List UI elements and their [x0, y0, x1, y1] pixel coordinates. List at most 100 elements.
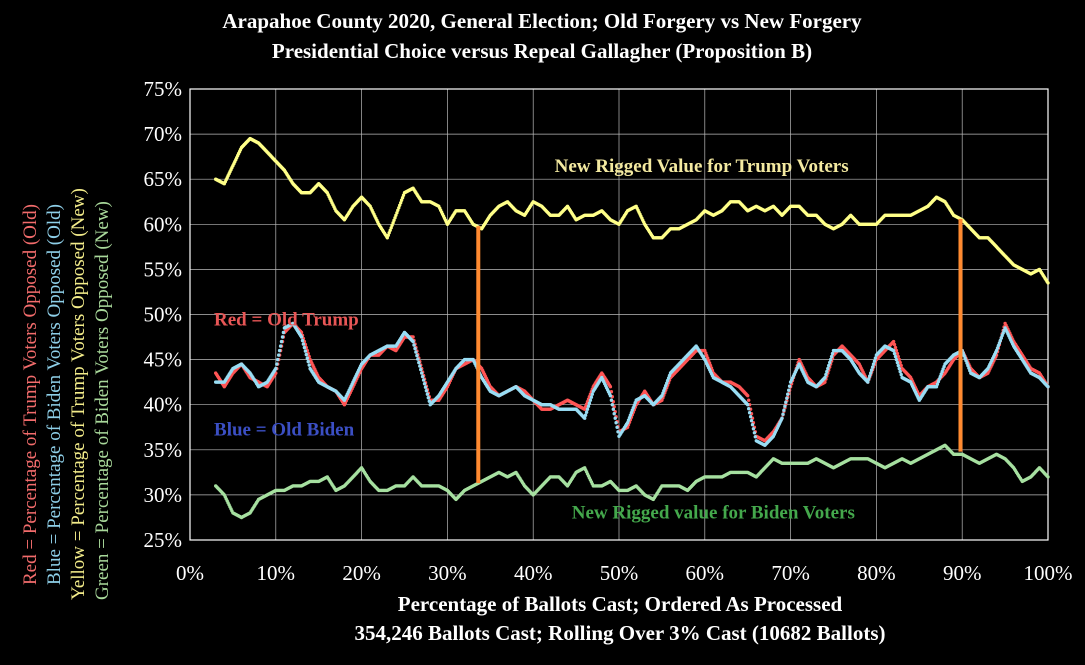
data-point-blue [616, 430, 620, 434]
data-point-blue [747, 411, 752, 415]
data-point-blue [869, 371, 873, 375]
data-point-blue [1046, 385, 1050, 389]
data-point-red [898, 360, 902, 365]
plot-frame [189, 88, 1049, 541]
data-point-blue [899, 372, 903, 377]
series-blue [214, 321, 1050, 447]
data-point-red [896, 354, 900, 359]
y-label-red: Red = Percentage of Trump Voters Opposed… [20, 204, 41, 585]
data-point-blue [750, 423, 755, 427]
y-axis-ticks: 25% 30% 35% 40% 45% 50% 55% 60% 65% 70% 75% [144, 77, 183, 552]
data-point-blue [830, 351, 835, 356]
data-point-blue [873, 356, 878, 360]
series-green [214, 443, 1050, 520]
data-point-blue [299, 335, 304, 339]
data-point-blue [868, 374, 872, 378]
data-point-blue [867, 377, 871, 381]
y-tick-label: 55% [144, 257, 183, 281]
y-tick-label: 25% [144, 528, 183, 552]
data-point-blue [781, 412, 785, 416]
series-yellow [214, 136, 1050, 285]
data-point-blue [898, 369, 902, 374]
y-label-yellow: Yellow = Percentage of Trump Voters Oppo… [68, 188, 89, 600]
data-point-blue [421, 378, 426, 382]
y-label-blue: Blue = Percentage of Biden Voters Oppose… [44, 204, 65, 585]
x-tick-label: 90% [943, 561, 982, 585]
data-point-blue [826, 366, 830, 371]
x-tick-label: 60% [686, 561, 725, 585]
data-point-blue [583, 413, 588, 417]
data-point-blue [608, 394, 613, 398]
data-point-blue [583, 416, 587, 420]
data-point-blue [411, 339, 415, 344]
data-point-blue [823, 375, 827, 380]
data-point-blue [416, 357, 420, 361]
annotation: Blue = Old Biden [214, 419, 355, 440]
data-point-blue [824, 372, 828, 377]
data-point-blue [587, 401, 592, 405]
x-axis-subtitle: 354,246 Ballots Cast; Rolling Over 3% Ca… [354, 621, 885, 645]
data-point-blue [305, 356, 309, 360]
data-point-blue [588, 398, 593, 402]
data-point-blue [274, 366, 278, 371]
vertical-markers [476, 218, 963, 484]
data-point-blue [301, 342, 306, 346]
y-tick-label: 60% [144, 212, 183, 236]
data-point-blue [426, 396, 430, 400]
x-axis-title: Percentage of Ballots Cast; Ordered As P… [398, 592, 843, 616]
chart-subtitle: Presidential Choice versus Repeal Gallag… [272, 39, 812, 63]
data-point-blue [278, 344, 283, 348]
y-tick-label: 30% [144, 483, 183, 507]
data-point-blue [746, 403, 750, 407]
data-point-blue [412, 343, 416, 347]
data-point-blue [425, 392, 430, 396]
data-point-blue [894, 357, 899, 362]
data-point-blue [610, 403, 614, 407]
data-point-red [895, 351, 900, 356]
data-point-red [747, 398, 751, 402]
data-point-blue [753, 435, 757, 439]
x-tick-label: 10% [257, 561, 296, 585]
data-point-yellow [399, 201, 403, 205]
data-point-blue [413, 346, 417, 351]
chart-title: Arapahoe County 2020, General Election; … [222, 9, 862, 33]
data-point-red [893, 345, 898, 350]
data-point-blue [275, 362, 279, 366]
data-point-blue [614, 421, 618, 425]
data-point-blue [306, 359, 310, 364]
data-point-blue [866, 380, 870, 384]
data-point-red [892, 342, 897, 347]
data-point-blue [422, 382, 427, 386]
y-tick-label: 40% [144, 393, 183, 417]
data-point-blue [303, 349, 308, 353]
y-tick-label: 75% [144, 77, 183, 101]
data-point-blue [277, 348, 282, 353]
data-point-blue [414, 350, 418, 354]
data-point-blue [895, 360, 900, 365]
data-point-blue [307, 363, 311, 367]
data-point-blue [871, 362, 876, 366]
y-tick-label: 35% [144, 438, 183, 462]
data-point-red [897, 357, 901, 362]
data-point-blue [872, 359, 877, 363]
data-point-blue [584, 410, 589, 414]
data-point-blue [749, 419, 754, 423]
y-tick-label: 70% [144, 122, 183, 146]
data-point-blue [751, 427, 756, 431]
data-point-blue [665, 381, 669, 385]
data-point-blue [302, 345, 307, 350]
data-point-blue [893, 354, 898, 359]
data-point-blue [784, 400, 788, 404]
data-point-blue [590, 392, 594, 396]
data-series [214, 136, 1050, 520]
data-point-blue [300, 338, 305, 343]
data-point-red [899, 363, 903, 368]
data-point-blue [276, 357, 280, 362]
data-point-blue [787, 384, 792, 388]
x-tick-label: 0% [176, 561, 204, 585]
data-point-blue [752, 431, 757, 435]
data-point-blue [935, 382, 940, 386]
x-tick-label: 20% [342, 561, 381, 585]
data-point-blue [280, 335, 285, 339]
x-tick-label: 100% [1024, 561, 1073, 585]
